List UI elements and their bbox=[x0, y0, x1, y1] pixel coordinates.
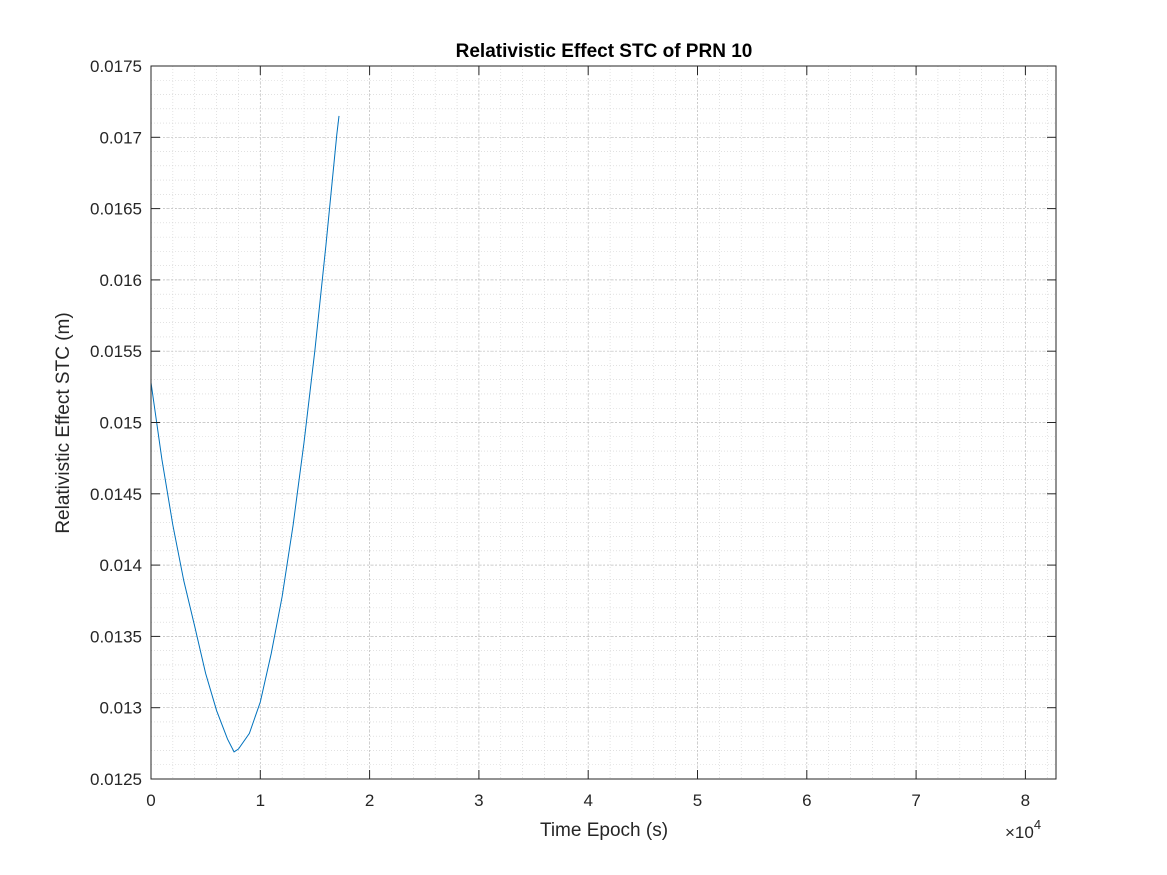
y-tick-labels: 0.0125 0.013 0.0135 0.014 0.0145 0.015 0.0155 0… bbox=[90, 57, 142, 789]
series-line-0 bbox=[150, 115, 340, 753]
y-tick-label: 0.0145 bbox=[90, 485, 142, 504]
y-tick-label: 0.013 bbox=[99, 699, 142, 718]
x-tick-label: 3 bbox=[474, 791, 483, 810]
y-tick-label: 0.0165 bbox=[90, 200, 142, 219]
x-axis-exponent-base: ×10 bbox=[1005, 823, 1034, 842]
x-axis-exponent: ×104 bbox=[1005, 817, 1041, 842]
x-tick-label: 0 bbox=[146, 791, 155, 810]
y-tick-label: 0.0125 bbox=[90, 770, 142, 789]
x-axis-exponent-power: 4 bbox=[1034, 817, 1041, 832]
x-tick-label: 4 bbox=[583, 791, 592, 810]
minor-grid bbox=[150, 65, 1056, 780]
y-tick-label: 0.0135 bbox=[90, 627, 142, 646]
y-tick-label: 0.014 bbox=[99, 556, 142, 575]
y-tick-label: 0.017 bbox=[99, 128, 142, 147]
x-tick-label: 2 bbox=[365, 791, 374, 810]
y-tick-label: 0.015 bbox=[99, 414, 142, 433]
x-tick-label: 5 bbox=[693, 791, 702, 810]
y-tick-label: 0.016 bbox=[99, 271, 142, 290]
tick-marks bbox=[150, 65, 1056, 780]
series-layer bbox=[150, 115, 340, 753]
x-tick-label: 7 bbox=[911, 791, 920, 810]
x-tick-label: 1 bbox=[256, 791, 265, 810]
x-tick-label: 8 bbox=[1021, 791, 1030, 810]
x-axis-label: Time Epoch (s) bbox=[540, 820, 668, 841]
chart-title: Relativistic Effect STC of PRN 10 bbox=[456, 41, 753, 62]
x-tick-labels: 0 1 2 3 4 5 6 7 8 bbox=[146, 791, 1030, 810]
y-tick-label: 0.0155 bbox=[90, 342, 142, 361]
y-tick-label: 0.0175 bbox=[90, 57, 142, 76]
x-tick-label: 6 bbox=[802, 791, 811, 810]
y-axis-label: Relativistic Effect STC (m) bbox=[53, 312, 74, 533]
